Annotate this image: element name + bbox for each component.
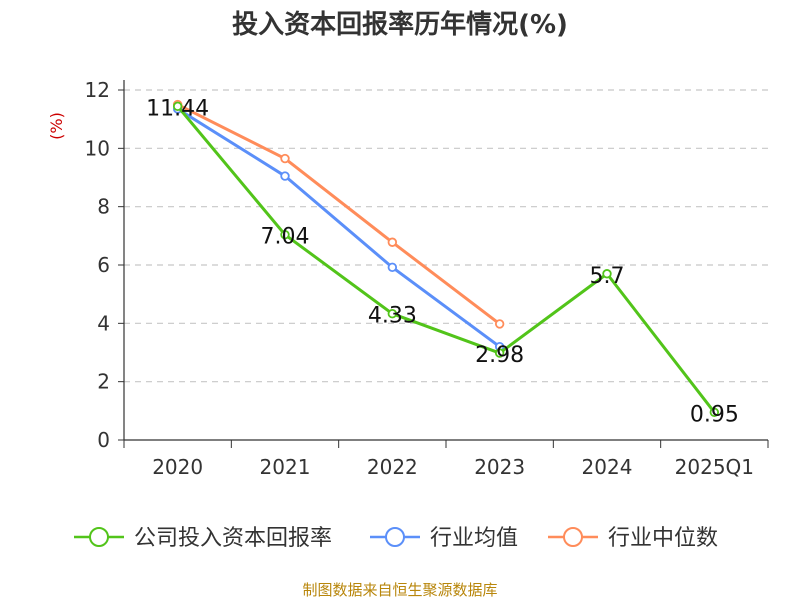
x-tick-label: 2025Q1 [675,455,754,479]
data-source-note: 制图数据来自恒生聚源数据库 [302,581,498,599]
data-label: 11.44 [146,96,209,121]
y-tick-label: 0 [97,428,110,452]
y-tick-label: 6 [97,253,110,277]
x-tick-label: 2021 [260,455,311,479]
y-axis-label: (%) [47,112,66,140]
series-line-2 [176,103,501,326]
y-tick-label: 4 [97,311,110,335]
data-point-0 [172,101,183,112]
data-point-0 [602,269,612,279]
data-point-0 [494,348,505,358]
y-tick-label: 12 [85,78,110,102]
data-point-2 [387,237,398,247]
data-point-2 [494,319,505,329]
x-tick-label: 2022 [367,455,418,479]
data-point-0 [709,407,720,417]
legend-label: 公司投入资本回报率 [134,526,332,551]
y-tick-label: 10 [85,136,110,160]
x-tick-label: 2023 [474,455,525,479]
data-point-2 [280,153,290,164]
data-point-0 [280,229,290,240]
data-label: 5.7 [590,264,625,289]
legend-marker [563,527,583,547]
x-tick-label: 2020 [152,455,203,479]
series-line-1 [176,107,501,348]
legend-label: 行业均值 [430,526,518,551]
data-point-1 [387,262,398,273]
data-label: 2.98 [475,343,524,368]
data-point-1 [280,171,290,181]
legend-marker [385,527,405,547]
chart-title: 投入资本回报率历年情况(%) [232,10,568,40]
data-label: 0.95 [690,402,739,427]
legend-marker [89,527,109,547]
data-label: 4.33 [368,304,417,329]
x-tick-label: 2024 [582,455,633,479]
data-label: 7.04 [261,225,310,250]
y-tick-label: 2 [97,370,110,394]
y-tick-label: 8 [97,195,110,219]
series-line-0 [176,105,716,414]
data-point-0 [387,309,398,319]
legend-label: 行业中位数 [608,526,718,551]
